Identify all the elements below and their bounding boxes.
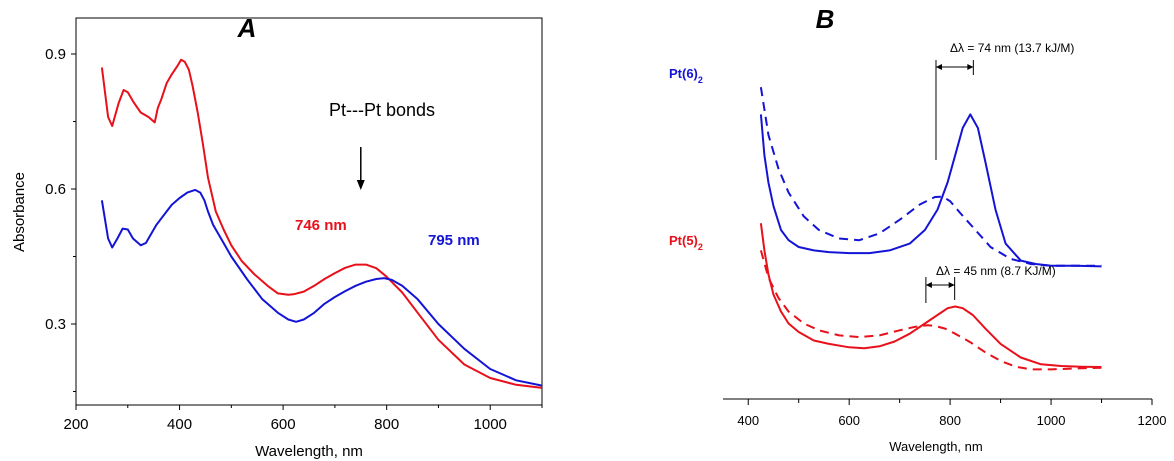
panel-a-x-ticks: 200 400 600 800 1000 xyxy=(63,405,543,433)
shift-annotation-pt6: Δλ = 74 nm (13.7 kJ/M) xyxy=(950,41,1074,55)
b-x-tick-label-800: 800 xyxy=(939,413,961,428)
series-label-pt6-sub: 2 xyxy=(698,75,703,85)
b-x-tick-label-600: 600 xyxy=(838,413,860,428)
series-label-pt5: Pt(5)2 xyxy=(669,233,703,252)
panel-b-series-line-0 xyxy=(759,113,1102,268)
peak-label-795: 795 nm xyxy=(428,232,480,249)
panel-b-series-line-2 xyxy=(759,223,1102,368)
panel-b: B 400 600 800 1000 1200 Wavelength, nm Pt(6)… xyxy=(669,4,1166,454)
panel-b-x-ticks: 400 600 800 1000 1200 xyxy=(737,399,1166,428)
panel-a: A 200 400 600 800 1000 0.3 0.6 0.9 Wavelength,… xyxy=(11,13,543,460)
panel-b-series xyxy=(759,87,1102,371)
shift-pt6-arrow-head-right xyxy=(967,64,974,70)
shift-pt6-arrow-head-left xyxy=(935,64,942,70)
shift-annotation-pt5: Δλ = 45 nm (8.7 KJ/M) xyxy=(936,264,1056,278)
shift-pt5-arrow-head-right xyxy=(948,282,955,288)
x-tick-label-400: 400 xyxy=(167,416,192,433)
series-label-pt5-text: Pt(5) xyxy=(669,233,698,248)
panel-b-shift-markers xyxy=(925,60,974,303)
panel-a-label: A xyxy=(237,13,257,43)
b-x-tick-label-1000: 1000 xyxy=(1037,413,1066,428)
y-tick-label-0.9: 0.9 xyxy=(45,46,66,63)
x-tick-label-800: 800 xyxy=(374,416,399,433)
x-tick-label-200: 200 xyxy=(63,416,88,433)
arrow-head xyxy=(356,180,365,190)
x-tick-label-600: 600 xyxy=(271,416,296,433)
series-label-pt6: Pt(6)2 xyxy=(669,66,703,85)
series-label-pt6-text: Pt(6) xyxy=(669,66,698,81)
x-tick-label-1000: 1000 xyxy=(474,416,507,433)
panel-a-y-ticks: 0.3 0.6 0.9 xyxy=(45,46,76,392)
panel-b-label: B xyxy=(816,4,835,34)
pt-pt-bonds-arrow xyxy=(356,147,365,190)
panel-b-series-line-1 xyxy=(759,87,1102,267)
peak-label-746: 746 nm xyxy=(295,217,347,234)
pt-pt-bonds-annotation: Pt---Pt bonds xyxy=(329,100,435,120)
panel-b-x-axis-title: Wavelength, nm xyxy=(889,439,982,454)
panel-a-y-axis-title: Absorbance xyxy=(11,172,28,252)
panel-a-frame xyxy=(75,17,543,406)
shift-pt5-arrow-head-left xyxy=(925,282,932,288)
panel-a-series-line-1 xyxy=(100,188,543,387)
panel-a-x-axis-title: Wavelength, nm xyxy=(255,443,363,460)
series-label-pt5-sub: 2 xyxy=(698,242,703,252)
b-x-tick-label-400: 400 xyxy=(737,413,759,428)
y-tick-label-0.6: 0.6 xyxy=(45,181,66,198)
panel-a-series xyxy=(100,58,543,389)
panel-b-series-line-3 xyxy=(759,250,1102,371)
panel-a-series-line-0 xyxy=(100,58,543,389)
y-tick-label-0.3: 0.3 xyxy=(45,316,66,333)
b-x-tick-label-1200: 1200 xyxy=(1138,413,1167,428)
